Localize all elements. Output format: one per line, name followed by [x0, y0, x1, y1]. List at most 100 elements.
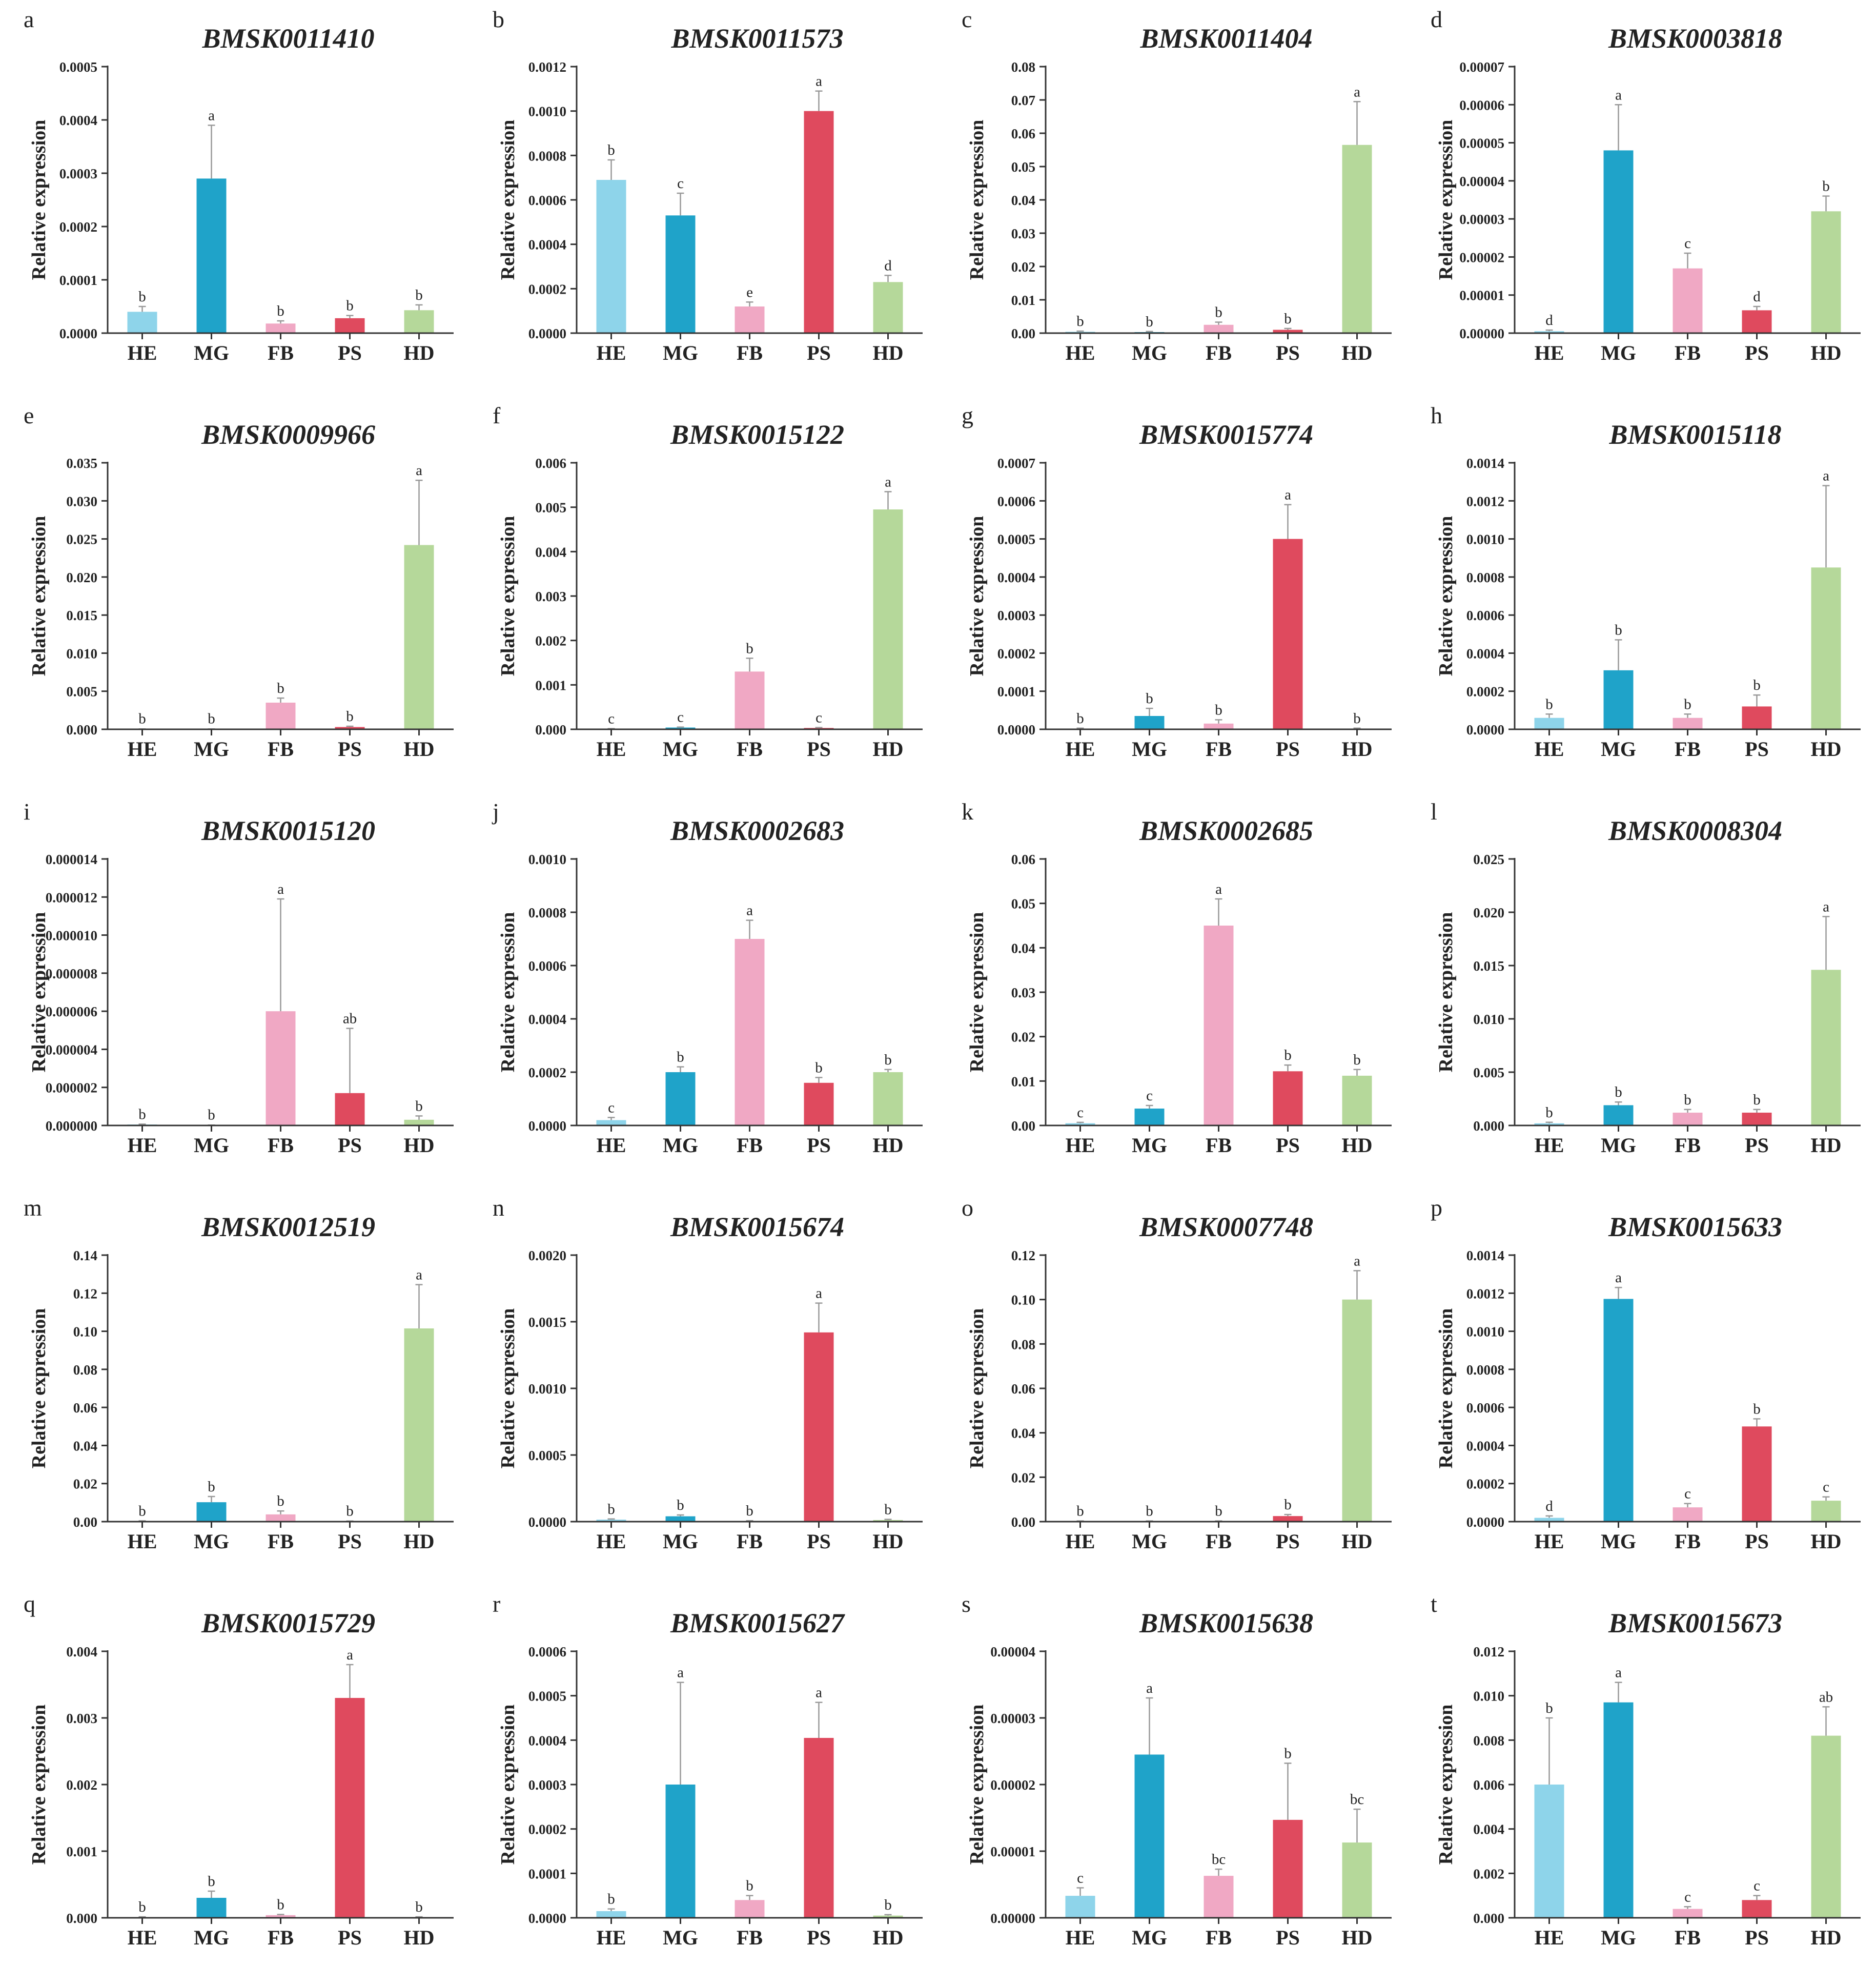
chart-title: BMSK0002685: [1139, 815, 1313, 846]
y-tick-label: 0.10: [73, 1324, 97, 1340]
bar-mg: [196, 1502, 227, 1522]
y-tick-label: 0.0007: [997, 456, 1035, 471]
y-tick-label: 0.0012: [528, 59, 566, 75]
y-axis-label: Relative expression: [497, 912, 519, 1073]
chart-title: BMSK0015674: [670, 1212, 844, 1242]
bar-hd: [1811, 1501, 1841, 1522]
y-tick-label: 0.00002: [1459, 250, 1504, 265]
bar-hd: [873, 1520, 903, 1522]
y-tick-label: 0.12: [1011, 1248, 1035, 1263]
bar-ps: [1742, 1900, 1772, 1918]
chart-title: BMSK0011573: [670, 23, 843, 54]
x-tick-label: FB: [268, 1530, 294, 1553]
significance-letter: b: [1353, 1052, 1361, 1068]
panel-letter: d: [1431, 6, 1442, 32]
significance-letter: b: [1284, 1497, 1292, 1513]
y-tick-label: 0.0006: [1466, 1400, 1504, 1416]
x-tick-label: MG: [194, 1134, 229, 1157]
panel-letter: n: [493, 1195, 504, 1221]
y-tick-label: 0.0004: [528, 1733, 566, 1748]
significance-letter: a: [277, 881, 284, 897]
x-tick-label: MG: [663, 737, 698, 761]
bar-mg: [196, 178, 227, 333]
y-axis-label: Relative expression: [28, 120, 50, 280]
x-tick-label: HD: [1811, 737, 1842, 761]
significance-letter: a: [1215, 881, 1222, 897]
chart-title: BMSK0015774: [1139, 419, 1313, 450]
x-tick-label: HE: [1535, 1134, 1564, 1157]
y-tick-label: 0.002: [1473, 1866, 1504, 1881]
y-tick-label: 0.00001: [990, 1844, 1035, 1859]
significance-letter: b: [277, 1493, 284, 1509]
x-tick-label: HE: [1066, 1530, 1095, 1553]
x-tick-label: FB: [737, 341, 763, 364]
x-tick-label: PS: [338, 1926, 362, 1949]
y-tick-label: 0.004: [66, 1644, 97, 1659]
bar-mg: [665, 1072, 696, 1125]
y-tick-label: 0.0000: [528, 326, 566, 341]
y-tick-label: 0.04: [1011, 1426, 1035, 1441]
bar-mg: [1134, 716, 1165, 729]
chart-title: BMSK0012519: [201, 1212, 375, 1242]
y-tick-label: 0.000: [66, 722, 97, 737]
x-tick-label: MG: [1132, 341, 1167, 364]
x-tick-label: PS: [1745, 1530, 1769, 1553]
x-tick-label: MG: [1132, 737, 1167, 761]
y-tick-label: 0.0003: [997, 608, 1035, 623]
y-tick-label: 0.0008: [1466, 1362, 1504, 1378]
significance-letter: c: [1146, 1088, 1153, 1104]
y-tick-label: 0.005: [1473, 1065, 1504, 1080]
significance-letter: c: [1684, 235, 1691, 252]
y-axis-label: Relative expression: [497, 1705, 519, 1865]
y-tick-label: 0.00: [1011, 1514, 1035, 1530]
chart-title: BMSK0007748: [1139, 1212, 1313, 1242]
panel-s: s BMSK0015638 Relative expression 0.00000 0.…: [962, 1591, 1392, 1949]
significance-letter: a: [416, 1267, 422, 1283]
y-tick-label: 0.00005: [1459, 136, 1504, 151]
bar-fb: [735, 671, 765, 729]
significance-letter: c: [608, 711, 615, 727]
x-tick-label: HE: [1066, 737, 1095, 761]
x-tick-label: FB: [268, 341, 294, 364]
panel-letter: j: [492, 798, 499, 825]
x-tick-label: HD: [873, 737, 904, 761]
y-tick-label: 0.006: [535, 456, 566, 471]
y-tick-label: 0.04: [1011, 940, 1035, 956]
bar-he: [1065, 1896, 1095, 1918]
bar-ps: [1273, 539, 1303, 729]
x-tick-label: HE: [128, 1134, 157, 1157]
panel-c: c BMSK0011404 Relative expression 0.00 0.01 0…: [962, 6, 1392, 364]
panel-letter: t: [1431, 1591, 1437, 1617]
y-axis-label: Relative expression: [966, 1308, 988, 1469]
y-axis-label: Relative expression: [497, 1308, 519, 1469]
bar-fb: [735, 939, 765, 1125]
bar-hd: [1342, 145, 1372, 333]
panel-letter: k: [962, 798, 973, 825]
y-axis-label: Relative expression: [1435, 912, 1457, 1073]
y-tick-label: 0.000: [535, 722, 566, 737]
panel-j: j BMSK0002683 Relative expression 0.0000 0.0…: [492, 798, 923, 1157]
bar-fb: [266, 1915, 296, 1918]
bar-mg: [665, 727, 696, 729]
y-tick-label: 0.000: [1473, 1911, 1504, 1926]
bar-ps: [335, 318, 365, 333]
y-tick-label: 0.000004: [46, 1042, 97, 1057]
bar-fb: [1673, 268, 1703, 333]
x-tick-label: PS: [1276, 341, 1300, 364]
significance-letter: b: [607, 1891, 615, 1908]
x-tick-label: MG: [1601, 1926, 1636, 1949]
bar-mg: [1134, 1754, 1165, 1918]
chart-title: BMSK0015673: [1608, 1608, 1782, 1638]
y-tick-label: 0.0006: [1466, 608, 1504, 623]
bar-fb: [1673, 1909, 1703, 1918]
significance-letter: b: [1684, 1092, 1691, 1108]
significance-letter: a: [1354, 84, 1360, 100]
panel-letter: q: [24, 1591, 35, 1617]
y-axis-label: Relative expression: [1435, 516, 1457, 677]
y-tick-label: 0.0005: [528, 1448, 566, 1463]
significance-letter: b: [746, 640, 753, 657]
y-tick-label: 0.0008: [528, 148, 566, 163]
panel-m: m BMSK0012519 Relative expression 0.00 0.02 0…: [24, 1195, 454, 1553]
y-tick-label: 0.030: [66, 494, 97, 509]
x-tick-label: PS: [338, 1530, 362, 1553]
